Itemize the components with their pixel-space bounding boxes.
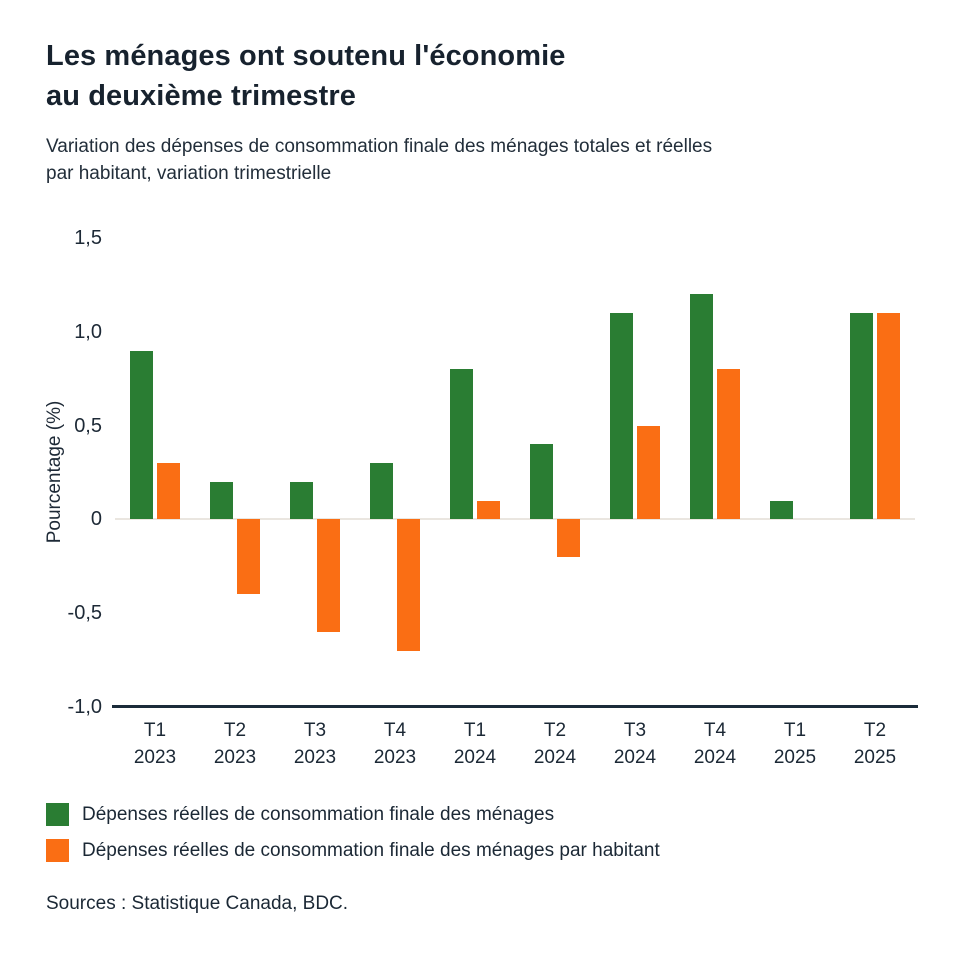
x-label-year: 2023 xyxy=(213,747,257,768)
x-axis-line xyxy=(112,705,918,708)
chart-subtitle-line-1: Variation des dépenses de consommation f… xyxy=(46,136,713,157)
y-tick--0,5: -0,5 xyxy=(67,602,102,625)
x-label-year: 2023 xyxy=(293,747,337,768)
x-label-quarter: T3 xyxy=(623,720,647,741)
x-label-quarter: T2 xyxy=(863,720,887,741)
bar-menages-T2-2024 xyxy=(530,444,553,520)
legend-swatch xyxy=(46,839,69,862)
x-label-year: 2025 xyxy=(773,747,817,768)
bar-par-habitant-T4-2023 xyxy=(397,519,420,651)
y-tick--1,0: -1,0 xyxy=(67,696,102,718)
x-label-quarter: T1 xyxy=(143,720,167,741)
bar-menages-T4-2023 xyxy=(370,463,393,520)
x-label-quarter: T1 xyxy=(463,720,487,741)
chart-title-line-2: au deuxième trimestre xyxy=(46,80,356,112)
chart-subtitle: Variation des dépenses de consommation f… xyxy=(46,133,712,187)
x-label-T4-2023: T4 2023 xyxy=(355,717,435,771)
bar-par-habitant-T1-2024 xyxy=(477,500,500,520)
bar-menages-T1-2023 xyxy=(130,350,153,520)
bar-menages-T4-2024 xyxy=(690,294,713,520)
bar-par-habitant-T1-2023 xyxy=(157,463,180,520)
x-label-T2-2023: T2 2023 xyxy=(195,717,275,771)
x-label-T1-2023: T1 2023 xyxy=(115,717,195,771)
legend-item-menages: Dépenses réelles de consommation finale … xyxy=(46,803,660,826)
x-label-quarter: T2 xyxy=(223,720,247,741)
x-label-quarter: T1 xyxy=(783,720,807,741)
x-label-T1-2024: T1 2024 xyxy=(435,717,515,771)
chart-subtitle-line-2: par habitant, variation trimestrielle xyxy=(46,163,332,184)
legend-label: Dépenses réelles de consommation finale … xyxy=(82,839,660,861)
bar-par-habitant-T2-2023 xyxy=(237,519,260,595)
bar-menages-T3-2024 xyxy=(610,313,633,520)
legend-swatch xyxy=(46,803,69,826)
y-tick-0,5: 0,5 xyxy=(74,414,102,437)
x-label-T1-2025: T1 2025 xyxy=(755,717,835,771)
bar-par-habitant-T4-2024 xyxy=(717,369,740,520)
x-label-T4-2024: T4 2024 xyxy=(675,717,755,771)
x-axis-labels: T1 2023 T2 2023 T3 2023 T4 2023 T1 2024 T2 2024 T3 20… xyxy=(115,717,915,779)
x-label-year: 2023 xyxy=(133,747,177,768)
legend-label: Dépenses réelles de consommation finale … xyxy=(82,803,555,825)
bar-menages-T2-2025 xyxy=(850,313,873,520)
zero-gridline xyxy=(115,518,915,521)
bar-par-habitant-T3-2024 xyxy=(637,425,660,520)
bar-par-habitant-T2-2025 xyxy=(877,313,900,520)
x-label-T3-2024: T3 2024 xyxy=(595,717,675,771)
y-tick-1,5: 1,5 xyxy=(74,227,102,249)
y-tick-0: 0 xyxy=(90,508,102,531)
bar-menages-T3-2023 xyxy=(290,481,313,520)
x-label-year: 2024 xyxy=(693,747,737,768)
y-tick-1,0: 1,0 xyxy=(74,320,102,343)
x-label-T2-2024: T2 2024 xyxy=(515,717,595,771)
x-label-quarter: T4 xyxy=(383,720,407,741)
x-label-year: 2025 xyxy=(853,747,897,768)
sources-note: Sources : Statistique Canada, BDC. xyxy=(46,893,349,914)
x-label-year: 2023 xyxy=(373,747,417,768)
x-label-T2-2025: T2 2025 xyxy=(835,717,915,771)
x-label-quarter: T3 xyxy=(303,720,327,741)
legend-item-menages-par-habitant: Dépenses réelles de consommation finale … xyxy=(46,839,660,862)
bar-menages-T1-2025 xyxy=(770,500,793,520)
x-label-quarter: T4 xyxy=(703,720,727,741)
bar-par-habitant-T2-2024 xyxy=(557,519,580,557)
bar-par-habitant-T3-2023 xyxy=(317,519,340,632)
y-axis-ticks: 1,5 1,0 0,5 0 -0,5 -1,0 xyxy=(30,0,102,960)
bar-menages-T1-2024 xyxy=(450,369,473,520)
x-label-year: 2024 xyxy=(533,747,577,768)
chart-title: Les ménages ont soutenu l'économie au de… xyxy=(46,36,566,116)
x-label-year: 2024 xyxy=(613,747,657,768)
x-label-T3-2023: T3 2023 xyxy=(275,717,355,771)
legend: Dépenses réelles de consommation finale … xyxy=(46,803,660,875)
x-label-quarter: T2 xyxy=(543,720,567,741)
chart-title-line-1: Les ménages ont soutenu l'économie xyxy=(46,40,566,72)
x-label-year: 2024 xyxy=(453,747,497,768)
bar-menages-T2-2023 xyxy=(210,481,233,520)
plot-area xyxy=(112,238,918,708)
